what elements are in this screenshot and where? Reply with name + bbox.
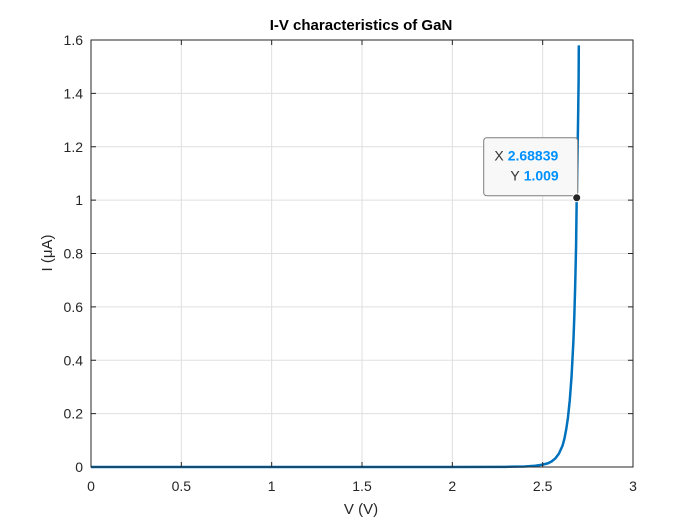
datatip-y-value: 1.009 <box>524 168 559 184</box>
y-tick-label: 0 <box>75 459 83 475</box>
x-tick-label: 0.5 <box>172 478 192 494</box>
plot-area[interactable]: X 2.68839 Y 1.009 <box>90 39 634 469</box>
datatip[interactable]: X 2.68839 Y 1.009 <box>483 137 582 203</box>
y-tick-label: 1.2 <box>64 139 84 155</box>
x-tick-labels: 0 0.5 1 1.5 2 2.5 3 <box>87 478 637 494</box>
y-tick-label: 0.4 <box>64 352 84 368</box>
x-tick-label: 1.5 <box>352 478 372 494</box>
x-tick-label: 3 <box>629 478 637 494</box>
ticks <box>90 39 634 468</box>
y-tick-label: 0.2 <box>64 406 84 422</box>
x-tick-label: 2 <box>448 478 456 494</box>
x-axis-label: V (V) <box>344 501 378 518</box>
y-tick-label: 1.6 <box>64 32 84 48</box>
x-tick-label: 2.5 <box>533 478 553 494</box>
y-tick-label: 0.8 <box>64 246 84 262</box>
y-tick-label: 0.6 <box>64 299 84 315</box>
datatip-y-key: Y <box>510 168 520 184</box>
y-tick-label: 1 <box>75 192 83 208</box>
chart-title: I-V characteristics of GaN <box>270 17 453 34</box>
datatip-box[interactable] <box>483 137 579 197</box>
y-axis-label: I (μA) <box>39 235 56 272</box>
datatip-x-value: 2.68839 <box>508 148 559 164</box>
datatip-x-key: X <box>494 148 504 164</box>
x-tick-label: 0 <box>87 478 95 494</box>
x-tick-label: 1 <box>268 478 276 494</box>
datatip-marker[interactable] <box>572 193 582 203</box>
y-tick-label: 1.4 <box>64 85 84 101</box>
y-tick-labels: 0 0.2 0.4 0.6 0.8 1 1.2 1.4 1.6 <box>64 32 84 475</box>
